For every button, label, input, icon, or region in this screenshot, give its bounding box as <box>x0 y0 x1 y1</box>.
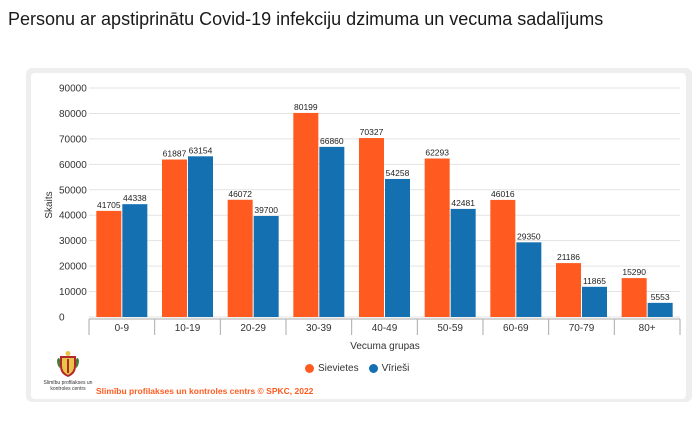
data-label: 41705 <box>97 200 121 210</box>
bar-female <box>96 210 122 317</box>
legend-item-male[interactable]: Vīrieši <box>368 363 410 374</box>
bar-male <box>516 242 542 317</box>
bar-male <box>188 156 213 317</box>
data-label: 70327 <box>360 127 384 137</box>
legend-swatch-female <box>305 364 314 373</box>
bar-female <box>227 199 253 317</box>
data-label: 62293 <box>425 147 449 157</box>
bar-female <box>293 112 319 317</box>
data-label: 44338 <box>123 193 147 203</box>
data-label: 46072 <box>228 189 252 199</box>
y-tick-label: 70000 <box>59 134 87 145</box>
y-axis-title: Skaits <box>44 191 55 218</box>
x-tick-label: 20-29 <box>240 323 266 334</box>
y-tick-label: 90000 <box>59 84 87 95</box>
y-tick-label: 30000 <box>59 236 87 247</box>
logo-text: Slimību profilakses un kontroles centrs <box>43 380 93 392</box>
data-label: 21186 <box>557 252 580 262</box>
credit-text: Slimību profilakses un kontroles centrs … <box>96 386 314 396</box>
bar-male <box>122 204 148 317</box>
y-tick-label: 0 <box>59 313 65 324</box>
bar-female <box>490 199 516 317</box>
coat-of-arms-icon <box>57 351 79 377</box>
bar-male <box>582 286 607 317</box>
bar-female <box>424 158 450 317</box>
x-tick-label: 10-19 <box>175 323 201 334</box>
bar-male <box>385 178 410 317</box>
bar-female <box>162 159 187 317</box>
data-label: 80199 <box>294 102 318 112</box>
x-tick-label: 40-49 <box>372 323 398 334</box>
legend-item-female[interactable]: Sievietes <box>305 363 359 374</box>
chart-legend: Sievietes Vīrieši <box>305 363 409 374</box>
data-label: 46016 <box>491 189 515 199</box>
x-tick-label: 50-59 <box>437 323 463 334</box>
x-axis-title: Vecuma grupas <box>350 341 420 352</box>
bar-female <box>556 263 581 317</box>
y-tick-label: 20000 <box>59 262 87 273</box>
x-tick-label: 70-79 <box>569 323 595 334</box>
legend-swatch-male <box>368 364 378 373</box>
data-label: 66860 <box>320 136 344 146</box>
legend-label-male: Vīrieši <box>381 363 410 374</box>
data-label: 5553 <box>651 292 670 302</box>
data-label: 42481 <box>451 198 475 208</box>
data-label: 11865 <box>583 276 606 286</box>
data-label: 15290 <box>622 267 646 277</box>
bar-male <box>253 215 279 317</box>
y-tick-label: 40000 <box>59 211 87 222</box>
page-title: Personu ar apstiprinātu Covid-19 infekci… <box>8 9 604 29</box>
y-tick-label: 80000 <box>59 109 87 120</box>
x-tick-label: 60-69 <box>503 323 529 334</box>
y-tick-label: 60000 <box>59 160 87 171</box>
x-tick-label: 30-39 <box>306 323 332 334</box>
bar-female <box>621 278 647 317</box>
legend-label-female: Sievietes <box>318 363 359 374</box>
data-label: 54258 <box>386 168 410 178</box>
bar-female <box>359 138 384 317</box>
x-tick-label: 80+ <box>639 323 656 334</box>
data-label: 39700 <box>254 205 278 215</box>
y-tick-label: 10000 <box>59 287 87 298</box>
data-label: 63154 <box>189 145 213 155</box>
bar-male <box>319 146 345 317</box>
bar-male <box>450 208 476 317</box>
x-tick-label: 0-9 <box>115 323 130 334</box>
data-label: 61887 <box>163 149 187 159</box>
data-label: 29350 <box>517 231 541 241</box>
spkc-logo: Slimību profilakses un kontroles centrs <box>38 350 98 396</box>
bar-male <box>647 302 673 317</box>
y-tick-label: 50000 <box>59 185 87 196</box>
